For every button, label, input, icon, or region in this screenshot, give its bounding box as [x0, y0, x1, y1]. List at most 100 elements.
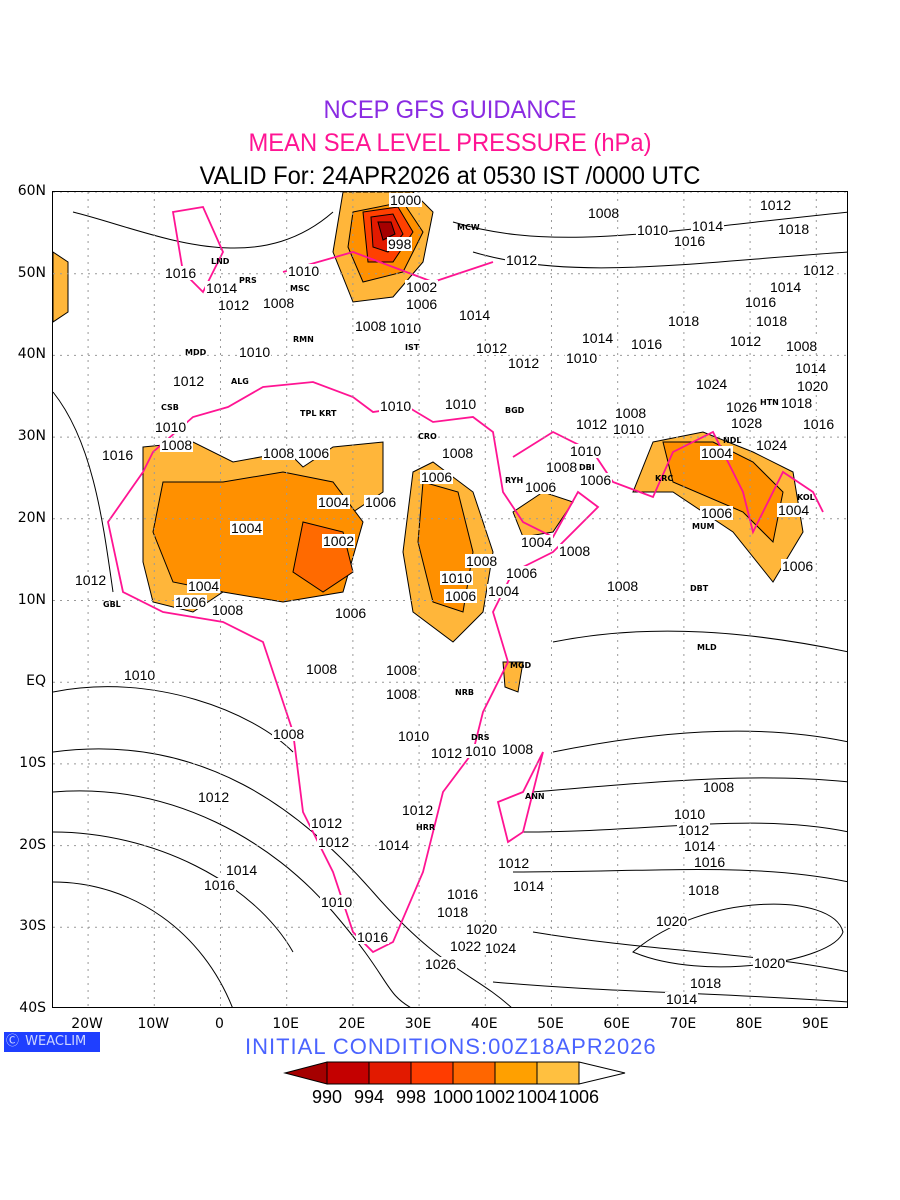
isobar-label: 1024 [755, 437, 789, 453]
isobar-label: 1024 [695, 376, 729, 392]
isobar-label: 1012 [759, 197, 793, 213]
isobar-label: 1012 [430, 745, 464, 761]
logo-text: WEACLIM [25, 1034, 87, 1049]
isobar-label: 1010 [612, 421, 646, 437]
isobar-label: 1016 [356, 929, 390, 945]
title-line-1: NCEP GFS GUIDANCE [323, 96, 577, 124]
station-label: MCW [457, 223, 480, 232]
isobar-label: 1020 [465, 921, 499, 937]
lon-tick-label: 20W [71, 1016, 103, 1032]
station-label: CSB [161, 403, 179, 412]
isobar-label: 1008 [614, 405, 648, 421]
station-label: ANN [525, 792, 545, 801]
isobar-label: 1012 [310, 815, 344, 831]
isobar-label: 1018 [780, 395, 814, 411]
station-label: MSC [290, 284, 310, 293]
lon-tick-label: 40E [470, 1016, 498, 1032]
lon-tick-label: 20E [338, 1016, 366, 1032]
lat-tick-label: 10S [19, 754, 46, 771]
isobar-label: 998 [387, 236, 413, 252]
colorbar-swatch [536, 1061, 580, 1085]
isobar-label: 1010 [154, 419, 188, 435]
isobar-label: 1016 [744, 294, 778, 310]
station-label: TPL [300, 409, 317, 418]
lon-tick-label: 10E [272, 1016, 300, 1032]
station-label: KOL [797, 493, 815, 502]
lon-tick-label: 10W [137, 1016, 170, 1032]
isobar-label: 1004 [777, 502, 811, 518]
copyright-icon: Ⓒ [6, 1034, 20, 1049]
isobar-label: 1010 [379, 398, 413, 414]
lon-tick-label: 60E [603, 1016, 631, 1032]
isobar-label: 1006 [505, 565, 539, 581]
isobar-label: 1004 [487, 583, 521, 599]
isobar-label: 1016 [101, 447, 135, 463]
isobar-label: 1014 [458, 307, 492, 323]
station-label: KRT [319, 409, 337, 418]
isobar-label: 1008 [211, 602, 245, 618]
isobar-label: 1010 [238, 344, 272, 360]
isobar-label: 1000 [389, 192, 423, 208]
station-label: DRS [471, 733, 490, 742]
isobar-label: 1006 [174, 594, 208, 610]
colorbar-label: 998 [395, 1087, 427, 1107]
isobar-label: 1012 [74, 572, 108, 588]
station-label: MLD [697, 643, 717, 652]
isobar-label: 1010 [123, 667, 157, 683]
isobar-label: 1018 [689, 975, 723, 991]
isobar-label: 1012 [507, 355, 541, 371]
isobar-label: 1014 [225, 862, 259, 878]
isobar-label: 1012 [401, 802, 435, 818]
isobar-label: 1008 [354, 318, 388, 334]
colorbar-label: 1002 [474, 1087, 516, 1107]
isobar-label: 1008 [262, 445, 296, 461]
isobar-label: 1008 [558, 543, 592, 559]
colorbar-swatch [368, 1061, 412, 1085]
isobar-label: 1008 [501, 741, 535, 757]
isobar-label: 1006 [579, 472, 613, 488]
graticule [53, 192, 847, 1007]
isobar-label: 1014 [683, 838, 717, 854]
isobar-label: 1018 [687, 882, 721, 898]
valid-time: VALID For: 24APR2026 at 0530 IST /0000 U… [199, 162, 701, 190]
isobar-label: 1006 [444, 588, 478, 604]
isobar-label: 1010 [440, 570, 474, 586]
isobar-label: 1008 [305, 661, 339, 677]
isobar-label: 1006 [334, 605, 368, 621]
station-label: IST [405, 343, 420, 352]
isobar-label: 1014 [691, 218, 725, 234]
colorbar-swatch [494, 1061, 538, 1085]
lat-tick-label: 30S [19, 918, 46, 935]
station-label: HTN [760, 398, 779, 407]
lon-tick-label: 80E [735, 1016, 763, 1032]
title-line-2: MEAN SEA LEVEL PRESSURE (hPa) [248, 129, 652, 157]
lat-tick-label: EQ [26, 673, 46, 690]
station-label: MUM [692, 522, 715, 531]
colorbar-label: 1004 [516, 1087, 558, 1107]
lat-tick-label: 10N [17, 591, 46, 608]
colorbar-label: 1000 [432, 1087, 474, 1107]
isobar-label: 1014 [377, 837, 411, 853]
isobar-label: 1014 [512, 878, 546, 894]
isobar-label: 1012 [317, 834, 351, 850]
colorbar-over-arrow [578, 1061, 626, 1085]
isobar-label: 1018 [755, 313, 789, 329]
station-label: HRR [416, 823, 436, 832]
isobar-label: 1020 [753, 955, 787, 971]
isobar-label: 1008 [702, 779, 736, 795]
station-label: DBI [579, 463, 595, 472]
isobar-label: 1016 [446, 886, 480, 902]
pressure-map: 1000 998 1008 1012 1014 1010 1016 1018 1012 1012 1… [52, 191, 848, 1008]
isobar-label: 1012 [802, 262, 836, 278]
isobar-label: 1010 [389, 320, 423, 336]
isobar-label: 1012 [475, 340, 509, 356]
isobar-label: 1016 [802, 416, 836, 432]
isobar-label: 1010 [397, 728, 431, 744]
isobar-label: 1008 [465, 553, 499, 569]
isobar-label: 1014 [794, 360, 828, 376]
lon-tick-label: 0 [215, 1016, 224, 1032]
isobar-label: 1012 [197, 789, 231, 805]
isobar-label: 1010 [320, 894, 354, 910]
colorbar-label: 990 [311, 1087, 343, 1107]
isobar-label: 1006 [524, 479, 558, 495]
